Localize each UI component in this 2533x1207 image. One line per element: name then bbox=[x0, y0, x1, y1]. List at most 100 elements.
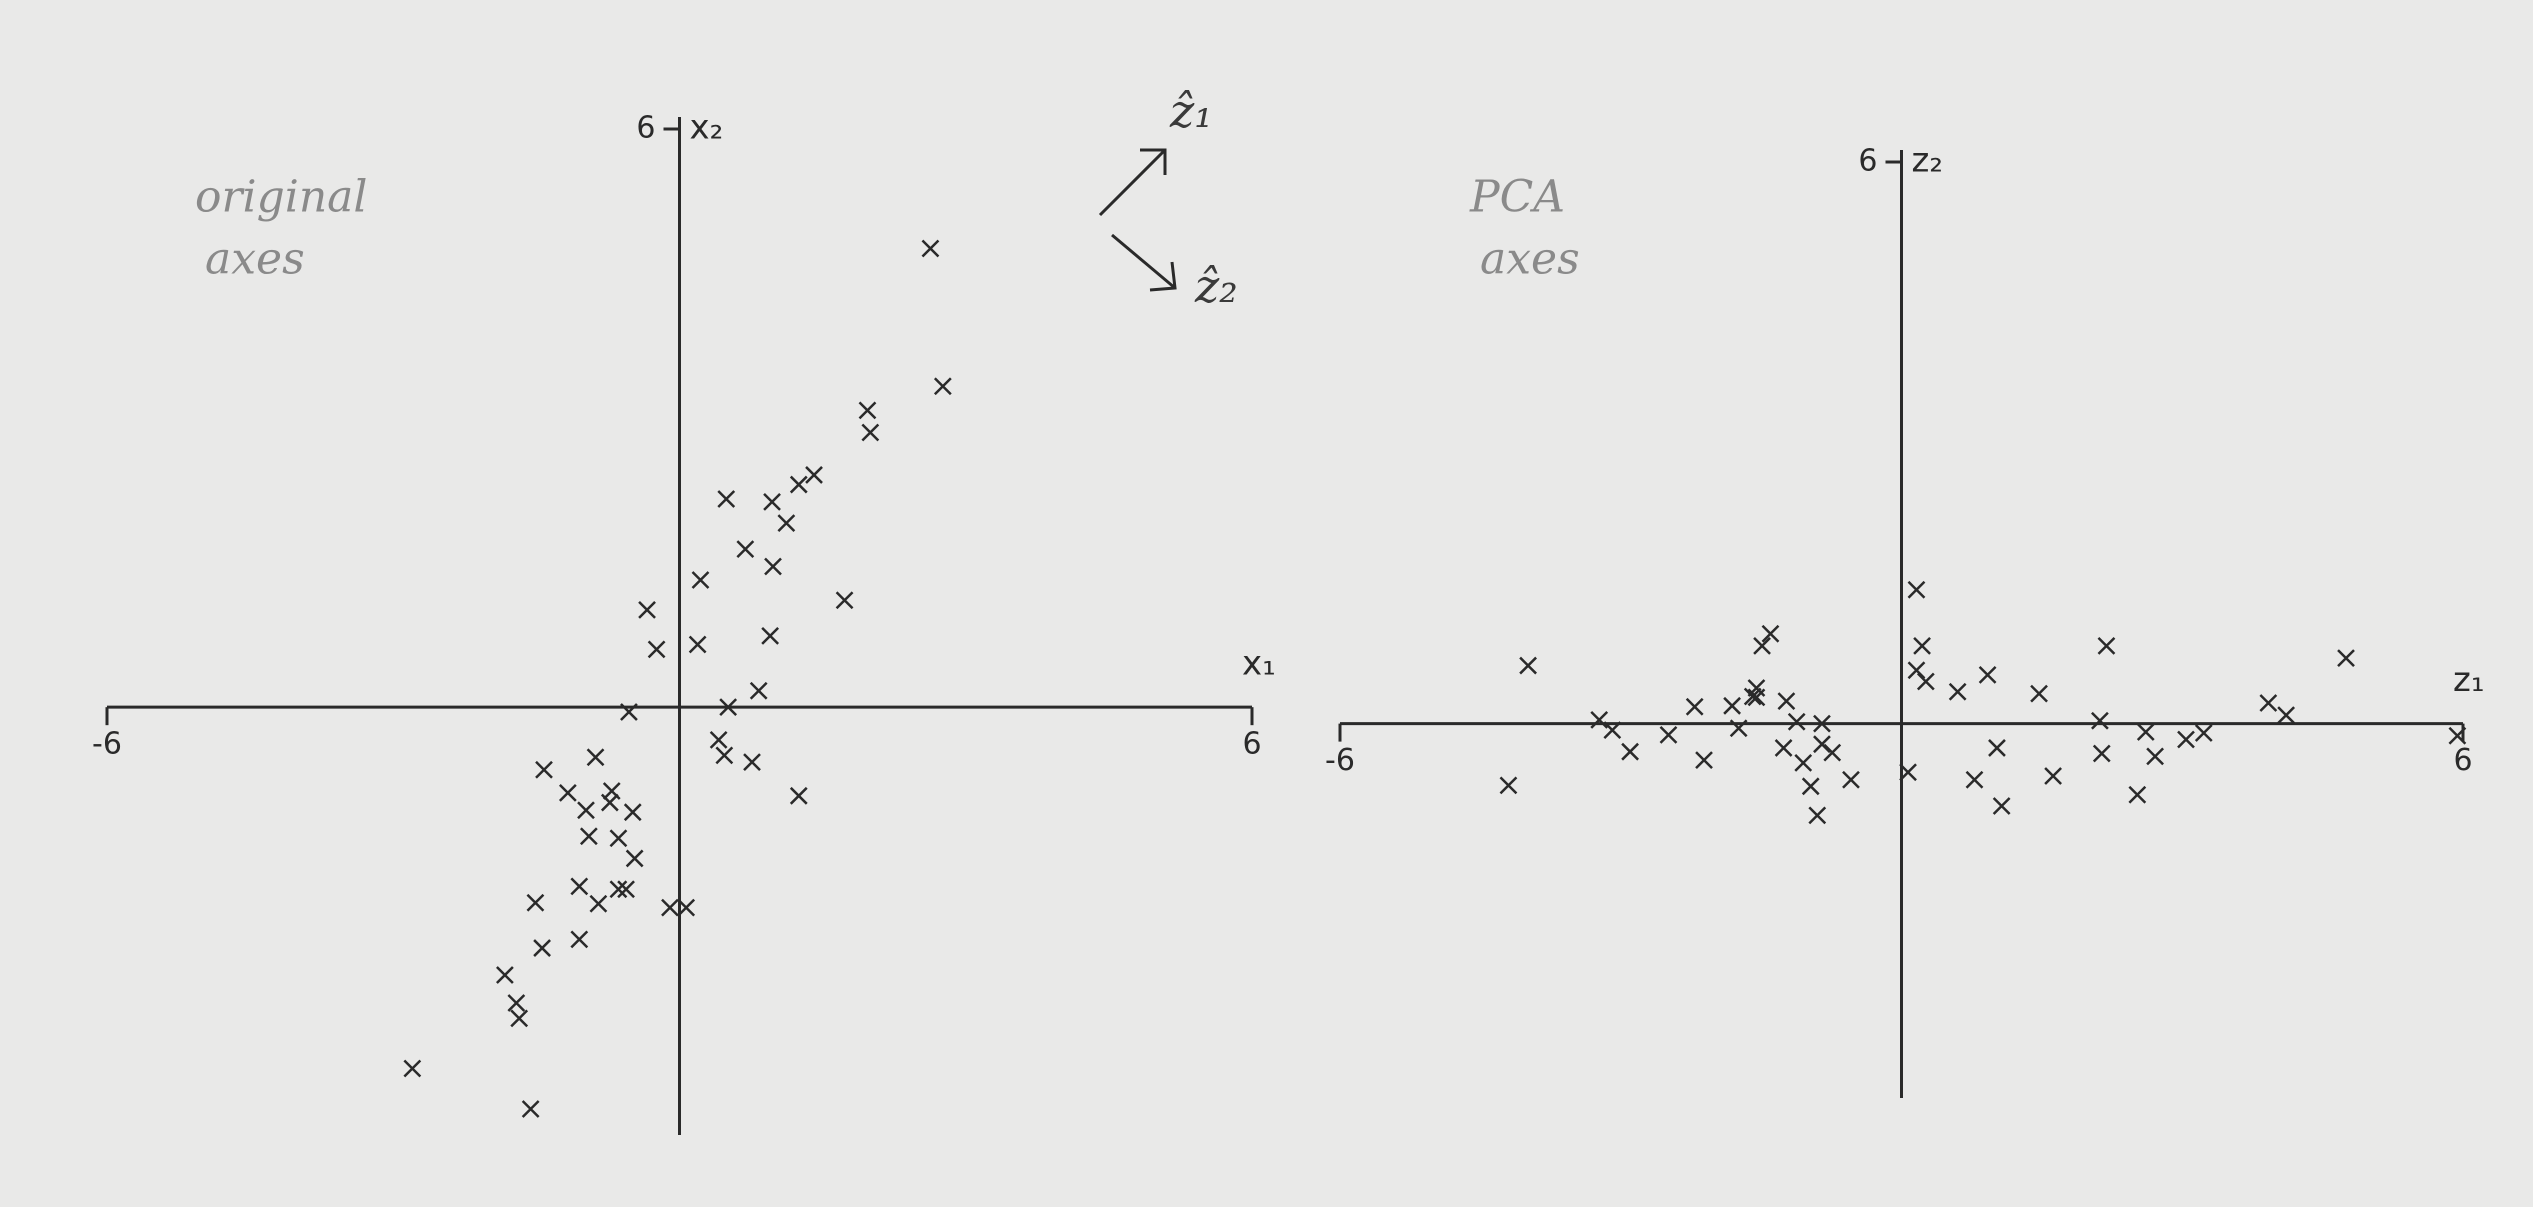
point bbox=[1774, 739, 1793, 757]
point bbox=[625, 849, 644, 868]
point bbox=[677, 898, 696, 917]
point bbox=[638, 600, 656, 619]
point bbox=[858, 401, 877, 420]
point bbox=[763, 493, 781, 511]
point bbox=[589, 894, 608, 913]
point bbox=[1907, 580, 1926, 599]
point bbox=[2259, 694, 2278, 712]
point bbox=[1603, 721, 1622, 740]
point bbox=[1777, 692, 1796, 711]
point bbox=[691, 571, 710, 589]
point bbox=[535, 760, 553, 779]
annotation: ẑ₁ bbox=[1169, 84, 1213, 138]
point bbox=[620, 703, 638, 721]
point bbox=[1808, 806, 1827, 825]
point bbox=[835, 591, 854, 610]
point bbox=[1794, 754, 1813, 772]
y-tick-label: 6 bbox=[636, 111, 655, 146]
chart-label: original bbox=[195, 172, 367, 223]
point bbox=[1978, 666, 1997, 684]
point bbox=[1787, 712, 1806, 731]
point bbox=[761, 626, 780, 645]
point bbox=[715, 746, 734, 765]
point bbox=[586, 748, 605, 767]
chart-label: PCA bbox=[1469, 172, 1565, 223]
point bbox=[558, 784, 577, 802]
point bbox=[507, 994, 526, 1012]
point bbox=[1685, 697, 1704, 716]
point bbox=[1965, 770, 1984, 789]
point bbox=[2092, 744, 2111, 763]
point bbox=[1899, 763, 1917, 782]
point bbox=[496, 966, 514, 984]
point bbox=[1916, 672, 1935, 691]
point bbox=[1761, 624, 1780, 643]
point bbox=[1842, 770, 1860, 789]
point bbox=[579, 827, 598, 846]
point bbox=[403, 1059, 422, 1078]
point bbox=[2448, 726, 2467, 745]
arrow-z2 bbox=[1111, 233, 1177, 292]
point bbox=[2194, 724, 2213, 742]
point bbox=[2136, 723, 2155, 741]
point bbox=[570, 930, 589, 949]
point bbox=[805, 466, 823, 484]
point bbox=[1659, 725, 1678, 744]
point bbox=[789, 786, 808, 805]
y-tick-label: 6 bbox=[1858, 144, 1877, 179]
point bbox=[1823, 743, 1842, 762]
point bbox=[933, 377, 952, 396]
point bbox=[1499, 776, 1518, 795]
point bbox=[1695, 751, 1713, 769]
point bbox=[577, 801, 595, 820]
point bbox=[510, 1009, 529, 1028]
point bbox=[743, 753, 761, 771]
point bbox=[2146, 747, 2164, 766]
point bbox=[600, 793, 619, 812]
point bbox=[861, 423, 880, 442]
point bbox=[623, 803, 642, 822]
point bbox=[709, 731, 728, 749]
point bbox=[1590, 710, 1609, 729]
chart-label: axes bbox=[205, 234, 305, 285]
annotation: ẑ₂ bbox=[1194, 259, 1238, 313]
point bbox=[736, 540, 755, 559]
point bbox=[719, 698, 738, 717]
point bbox=[1913, 637, 1931, 655]
x-tick-label: 6 bbox=[2453, 743, 2472, 778]
point bbox=[570, 877, 589, 896]
point bbox=[2097, 637, 2116, 655]
point bbox=[526, 893, 545, 912]
y-axis-label: z₂ bbox=[1912, 141, 1943, 181]
point bbox=[749, 681, 768, 700]
point bbox=[1729, 719, 1748, 738]
point bbox=[764, 557, 782, 576]
point bbox=[2128, 785, 2147, 804]
point bbox=[647, 640, 666, 659]
point bbox=[661, 898, 679, 917]
arrow-z1 bbox=[1098, 148, 1167, 217]
point bbox=[777, 514, 796, 532]
point bbox=[1747, 688, 1766, 707]
chart-label: axes bbox=[1480, 234, 1580, 285]
point bbox=[717, 490, 736, 508]
point bbox=[1988, 739, 2006, 757]
point bbox=[1519, 656, 1537, 675]
point bbox=[789, 475, 808, 494]
point bbox=[2277, 706, 2296, 725]
y-axis-label: x₂ bbox=[690, 108, 724, 148]
point bbox=[1992, 797, 2011, 815]
point bbox=[688, 635, 707, 654]
point bbox=[1948, 682, 1967, 701]
point bbox=[1753, 637, 1771, 655]
point bbox=[609, 829, 628, 848]
point bbox=[1801, 777, 1820, 796]
point bbox=[2030, 684, 2048, 703]
point bbox=[921, 239, 940, 258]
point bbox=[1813, 714, 1831, 733]
point bbox=[609, 880, 628, 899]
point bbox=[1813, 735, 1831, 754]
point bbox=[533, 939, 551, 957]
